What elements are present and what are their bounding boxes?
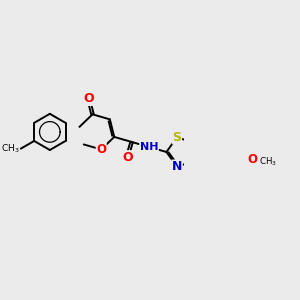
Text: CH$_3$: CH$_3$ xyxy=(1,142,20,155)
Text: O: O xyxy=(248,153,257,166)
Text: O: O xyxy=(96,143,106,156)
Text: O: O xyxy=(122,151,133,164)
Text: NH: NH xyxy=(140,142,158,152)
Text: S: S xyxy=(172,131,182,144)
Text: CH$_3$: CH$_3$ xyxy=(259,155,277,167)
Text: O: O xyxy=(83,92,94,105)
Text: N: N xyxy=(172,160,182,173)
